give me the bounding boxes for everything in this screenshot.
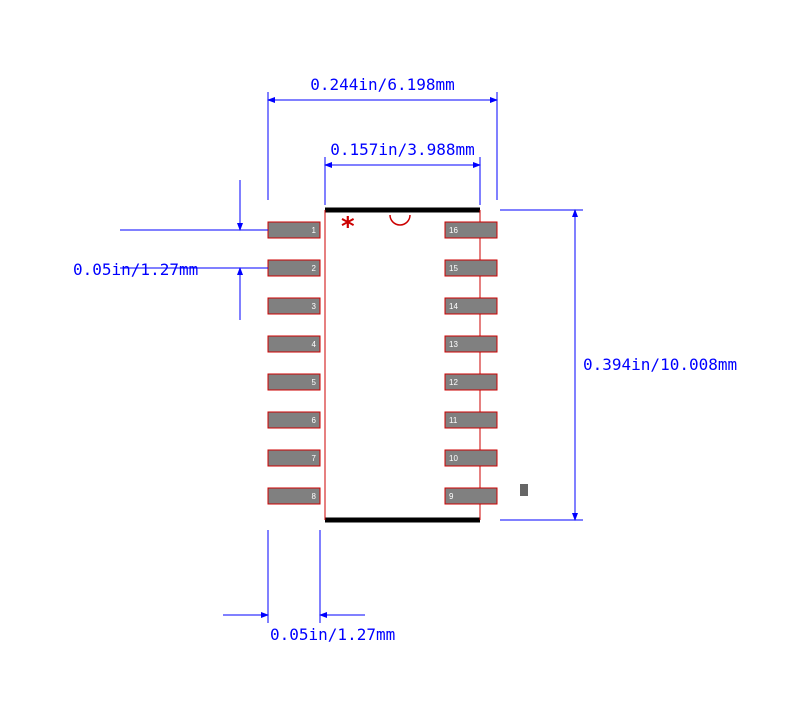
pad-7: 7: [268, 450, 320, 466]
dim-width-outer-label: 0.244in/6.198mm: [310, 75, 455, 94]
pad-15: 15: [445, 260, 497, 276]
pad-label-5: 5: [312, 378, 317, 387]
pad-10: 10: [445, 450, 497, 466]
pad-16: 16: [445, 222, 497, 238]
dim-height: 0.394in/10.008mm: [500, 210, 737, 520]
dim-width-inner-label: 0.157in/3.988mm: [330, 140, 475, 159]
dim-pad-width: 0.05in/1.27mm: [223, 530, 395, 644]
pad-label-13: 13: [449, 340, 458, 349]
package-body: *: [325, 210, 480, 520]
pad-9: 9: [445, 488, 497, 504]
pad-2: 2: [268, 260, 320, 276]
pad-label-12: 12: [449, 378, 458, 387]
pad-label-4: 4: [312, 340, 317, 349]
pad-label-3: 3: [312, 302, 317, 311]
pad-label-16: 16: [449, 226, 458, 235]
notch-arc: [390, 215, 410, 225]
dim-pad-width-label: 0.05in/1.27mm: [270, 625, 395, 644]
pad-6: 6: [268, 412, 320, 428]
dim-pitch: 0.05in/1.27mm: [73, 180, 268, 320]
pad-label-1: 1: [312, 226, 317, 235]
pads-group: 1 16 2 15 3 14 4 13 5 12 6 11 7 10 8 9: [268, 222, 497, 504]
dim-width-outer: 0.244in/6.198mm: [268, 75, 497, 200]
pad-label-8: 8: [312, 492, 317, 501]
pin1-marker: *: [340, 212, 356, 242]
pad-12: 12: [445, 374, 497, 390]
pad-3: 3: [268, 298, 320, 314]
dim-height-label: 0.394in/10.008mm: [583, 355, 737, 374]
pad-label-14: 14: [449, 302, 458, 311]
pad-label-7: 7: [312, 454, 317, 463]
dim-width-inner: 0.157in/3.988mm: [325, 140, 480, 205]
pad-1: 1: [268, 222, 320, 238]
pad-8: 8: [268, 488, 320, 504]
pad-11: 11: [445, 412, 497, 428]
pad-label-11: 11: [449, 416, 458, 425]
pad-13: 13: [445, 336, 497, 352]
placement-marker: [520, 484, 528, 496]
dimensions-group: 0.244in/6.198mm 0.157in/3.988mm 0.394in/10…: [73, 75, 737, 644]
pad-label-6: 6: [312, 416, 317, 425]
pad-label-15: 15: [449, 264, 458, 273]
pad-label-10: 10: [449, 454, 458, 463]
dim-pitch-label: 0.05in/1.27mm: [73, 260, 198, 279]
pad-label-9: 9: [449, 492, 454, 501]
pad-14: 14: [445, 298, 497, 314]
pad-5: 5: [268, 374, 320, 390]
pad-label-2: 2: [312, 264, 317, 273]
pad-4: 4: [268, 336, 320, 352]
